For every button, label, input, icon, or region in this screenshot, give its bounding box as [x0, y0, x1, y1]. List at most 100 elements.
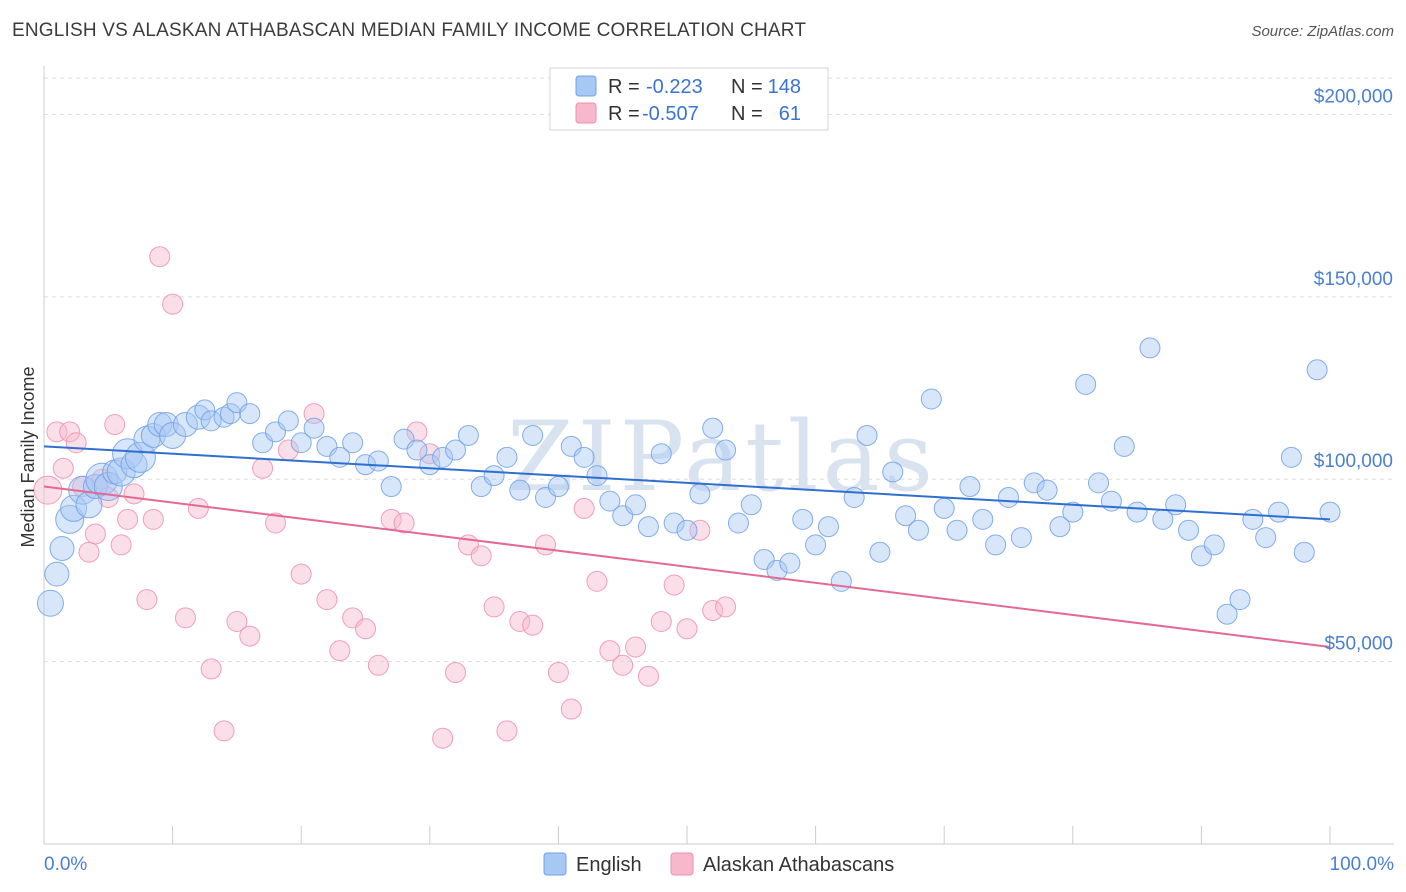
data-point: [142, 508, 164, 530]
legend-r-value: -0.507: [642, 103, 699, 125]
data-point: [998, 486, 1019, 508]
data-point: [33, 475, 63, 505]
data-point: [1010, 527, 1032, 549]
y-axis-tick-labels: $50,000 $100,000 $150,000 $200,000: [1314, 86, 1393, 654]
data-point: [959, 476, 981, 498]
data-point: [676, 618, 698, 640]
data-point: [78, 541, 100, 563]
data-point: [44, 561, 70, 587]
data-point: [445, 662, 467, 684]
data-point: [599, 490, 621, 512]
data-point: [1075, 373, 1097, 395]
data-point: [702, 417, 724, 439]
data-point: [1088, 472, 1110, 494]
data-point: [187, 497, 209, 519]
data-point: [1229, 589, 1251, 611]
data-point: [445, 439, 467, 461]
data-point: [625, 494, 647, 516]
data-point: [1255, 527, 1277, 549]
data-point: [303, 417, 325, 439]
data-point: [522, 424, 544, 446]
data-point: [457, 424, 479, 446]
data-point: [483, 465, 505, 487]
data-point: [46, 421, 68, 443]
legend-top: R = -0.223 N = 148 R = -0.507 N = 61: [549, 67, 829, 131]
data-point: [1178, 519, 1200, 541]
legend-n-label: N =: [731, 103, 763, 125]
data-point: [65, 432, 87, 454]
watermark: ZIPatlas: [507, 401, 937, 513]
data-point: [509, 479, 531, 501]
data-point: [1062, 501, 1084, 523]
data-point: [946, 519, 968, 541]
data-point: [1113, 435, 1135, 457]
data-point: [124, 441, 156, 473]
data-point: [496, 446, 518, 468]
trend-line: [43, 485, 1331, 649]
data-point: [1293, 541, 1315, 563]
y-axis-title: Median Family Income: [18, 366, 38, 547]
data-point: [106, 457, 136, 487]
data-point: [329, 640, 351, 662]
data-point: [650, 443, 672, 465]
data-point: [972, 508, 994, 530]
data-point: [419, 443, 441, 465]
data-point: [200, 658, 222, 680]
data-point: [779, 552, 801, 574]
bottom-legend-label-athabascan: Alaskan Athabascans: [703, 854, 894, 876]
data-point: [367, 654, 389, 676]
data-point: [496, 720, 518, 742]
data-point: [117, 508, 139, 530]
trend-line: [43, 445, 1331, 521]
data-point: [355, 618, 376, 640]
data-point: [1049, 516, 1071, 538]
data-point: [509, 610, 531, 632]
data-point: [1306, 359, 1328, 381]
series-alaskan-athabascans: [33, 246, 737, 749]
data-point: [985, 534, 1007, 556]
y-tick-label: $50,000: [1324, 634, 1393, 655]
y-tick-label: $150,000: [1314, 269, 1393, 290]
legend-n-value: 148: [768, 76, 801, 98]
legend-swatch-english: [575, 75, 597, 97]
legend-swatch-athabascan: [575, 102, 597, 124]
legend-n-value: 61: [779, 103, 801, 125]
data-point: [264, 512, 286, 534]
legend-r-label: R =: [608, 76, 640, 98]
data-point: [213, 720, 235, 742]
data-point: [59, 421, 81, 443]
data-point: [663, 574, 685, 596]
data-point: [715, 439, 737, 461]
data-point: [303, 403, 325, 425]
data-point: [123, 483, 145, 505]
bottom-legend-swatch-athabascan: [670, 852, 694, 876]
data-point: [882, 461, 904, 483]
data-point: [406, 421, 428, 443]
data-point: [149, 246, 171, 268]
data-point: [219, 403, 241, 425]
data-point: [470, 545, 492, 567]
data-point: [419, 454, 441, 476]
data-point: [393, 512, 415, 534]
data-point: [612, 654, 634, 676]
legend-r-value: -0.223: [646, 76, 703, 98]
data-point: [239, 625, 261, 647]
data-point: [856, 424, 878, 446]
data-point: [380, 476, 402, 498]
data-point: [573, 446, 595, 468]
data-point: [1319, 501, 1341, 523]
data-point: [715, 596, 737, 618]
data-point: [805, 534, 827, 556]
data-point: [1023, 472, 1045, 494]
bottom-legend-label-english: English: [576, 854, 642, 876]
data-point: [159, 421, 187, 449]
data-point: [522, 614, 544, 636]
data-point: [1036, 479, 1058, 501]
data-point: [702, 600, 724, 622]
data-point: [1203, 534, 1225, 556]
x-tick-label-max: 100.0%: [1330, 854, 1395, 875]
data-point: [586, 465, 608, 487]
data-point: [895, 505, 917, 527]
data-point: [162, 293, 184, 315]
